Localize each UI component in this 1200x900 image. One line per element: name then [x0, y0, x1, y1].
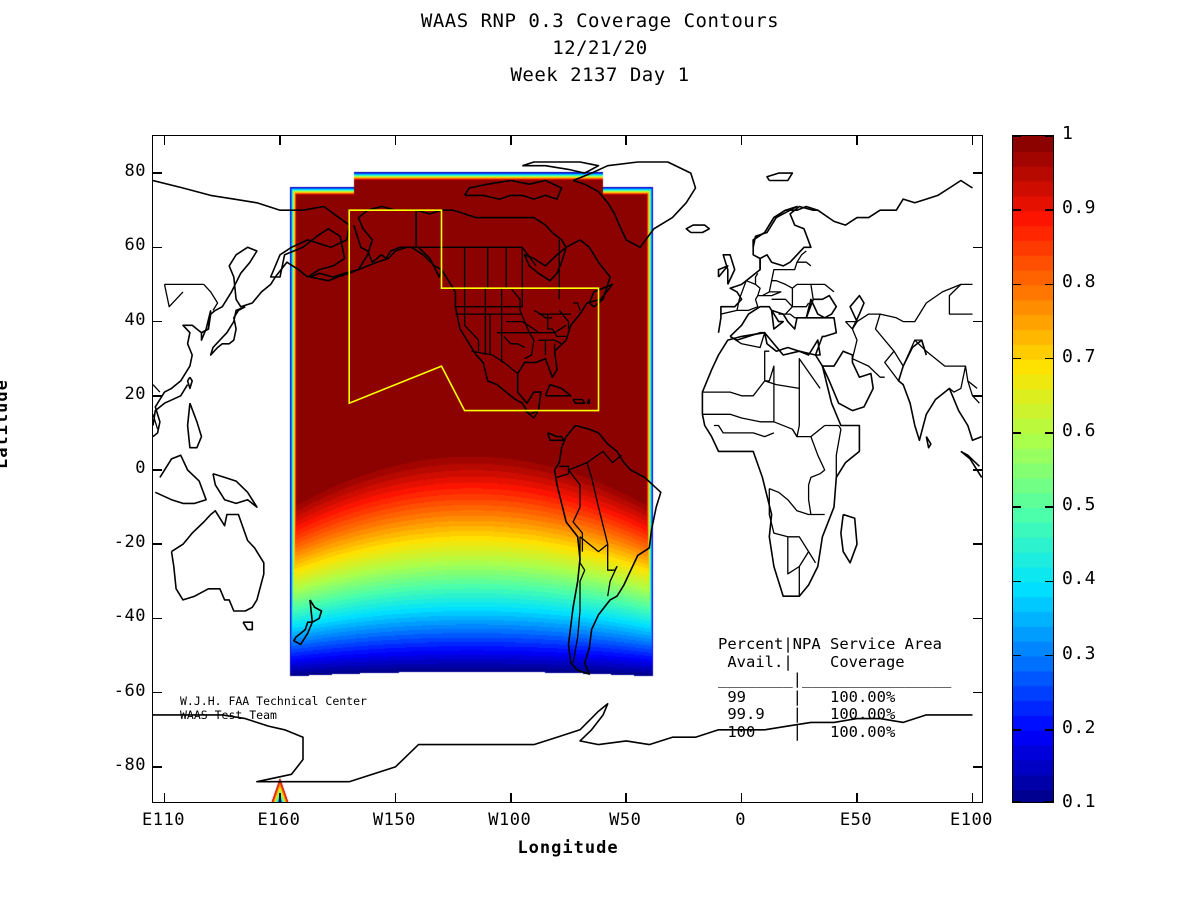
y-axis-tick-label: 0 — [135, 458, 146, 478]
y-axis-tick — [973, 691, 982, 694]
y-axis-tick — [973, 246, 982, 249]
x-axis-tick — [625, 136, 627, 145]
colorbar-tick — [1045, 506, 1053, 508]
x-axis-tick — [510, 793, 512, 802]
y-axis-tick — [153, 543, 162, 545]
x-axis-title: Longitude — [517, 838, 619, 858]
y-axis-tick — [973, 469, 982, 471]
colorbar-tick — [1013, 283, 1021, 286]
y-axis-tick-label: 20 — [124, 383, 146, 404]
npa-service-area-boundary — [348, 209, 600, 412]
colorbar-tick — [1045, 580, 1053, 583]
colorbar-tick — [1045, 357, 1053, 360]
x-axis-tick-label: E100 — [949, 810, 993, 830]
y-axis-tick-label: 40 — [124, 309, 146, 330]
colorbar-tick — [1013, 654, 1021, 657]
y-axis-tick — [153, 617, 162, 620]
x-axis-tick — [279, 793, 281, 802]
y-axis-tick — [973, 766, 982, 768]
y-axis-tick — [973, 543, 982, 545]
colorbar-tick-label: 0.2 — [1062, 716, 1097, 738]
colorbar-tick — [1013, 432, 1021, 434]
colorbar-tick — [1013, 506, 1021, 508]
y-axis-tick — [153, 320, 162, 323]
map-canvas-wrapper — [153, 136, 982, 802]
y-axis-tick — [153, 766, 162, 768]
colorbar-tick — [1013, 580, 1021, 583]
x-axis-tick — [394, 793, 397, 802]
y-axis-tick — [153, 691, 162, 694]
map-plot-area[interactable]: W.J.H. FAA Technical Center WAAS Test Te… — [152, 135, 983, 803]
colorbar-tick — [1013, 136, 1021, 137]
x-axis-tick-label: W100 — [488, 810, 532, 830]
y-axis-tick — [153, 469, 162, 471]
y-axis-title: Latitude — [0, 379, 12, 469]
x-axis-tick — [971, 136, 974, 145]
x-axis-tick — [163, 136, 166, 145]
y-axis-tick — [153, 395, 162, 397]
colorbar-tick — [1013, 209, 1021, 211]
y-axis-tick-label: 80 — [124, 161, 146, 182]
colorbar-tick — [1045, 136, 1053, 137]
x-axis-tick — [510, 136, 512, 145]
chart-title-date: 12/21/20 — [552, 37, 648, 59]
colorbar-tick-label: 0.9 — [1062, 197, 1097, 219]
y-axis-tick — [973, 395, 982, 397]
x-axis-tick — [394, 136, 397, 145]
x-axis-tick-label: E160 — [257, 810, 301, 830]
x-axis-tick — [740, 136, 743, 145]
colorbar-tick — [1045, 209, 1053, 211]
colorbar-tick-label: 0.7 — [1062, 345, 1097, 367]
y-axis-tick — [153, 172, 162, 174]
colorbar-tick — [1045, 801, 1053, 802]
x-axis-tick — [625, 793, 627, 802]
y-axis-tick — [973, 172, 982, 174]
y-axis-tick — [973, 617, 982, 620]
colorbar-tick-label: 0.4 — [1062, 568, 1097, 590]
y-axis-tick-label: -60 — [113, 680, 146, 701]
colorbar[interactable] — [1012, 135, 1054, 803]
colorbar-tick — [1013, 729, 1021, 731]
chart-title-line1: WAAS RNP 0.3 Coverage Contours — [420, 10, 780, 32]
x-axis-tick-label: W50 — [609, 810, 642, 830]
agency-watermark: W.J.H. FAA Technical Center WAAS Test Te… — [180, 694, 367, 722]
x-axis-tick — [856, 136, 858, 145]
y-axis-tick — [153, 246, 162, 249]
world-map-overlay — [153, 161, 982, 783]
colorbar-tick — [1013, 357, 1021, 360]
x-axis-tick — [279, 136, 281, 145]
colorbar-tick — [1045, 654, 1053, 657]
chart-title-week-day: Week 2137 Day 1 — [510, 64, 690, 86]
colorbar-tick — [1045, 729, 1053, 731]
x-axis-tick-label: 0 — [735, 810, 746, 830]
y-axis-tick-label: 60 — [124, 235, 146, 256]
colorbar-tick-label: 0.6 — [1062, 419, 1097, 441]
colorbar-tick-label: 0.5 — [1062, 494, 1097, 516]
x-axis-tick — [163, 793, 166, 802]
y-axis-tick-labels: 80 60 40 20 0 -20 -40 -60 -80 — [85, 0, 147, 900]
npa-coverage-table: Percent|NPA Service Area Avail.| Coverag… — [718, 635, 952, 741]
y-axis-tick-label: -40 — [113, 606, 146, 627]
colorbar-tick-label: 0.1 — [1062, 791, 1097, 812]
colorbar-tick-label: 0.8 — [1062, 271, 1097, 293]
y-axis-tick-label: -20 — [113, 532, 146, 553]
x-axis-tick — [971, 793, 974, 802]
x-axis-tick-label: E110 — [142, 810, 185, 830]
colorbar-tick-label: 1 — [1062, 123, 1074, 144]
colorbar-tick — [1045, 283, 1053, 286]
x-axis-tick-label: E50 — [839, 810, 873, 830]
colorbar-tick — [1045, 432, 1053, 434]
title-block: WAAS RNP 0.3 Coverage Contours 12/21/20 … — [0, 8, 1200, 89]
x-axis-tick — [856, 793, 858, 802]
colorbar-tick-label: 0.3 — [1062, 642, 1097, 664]
colorbar-gradient — [1013, 136, 1053, 802]
x-axis-tick-label: W150 — [372, 810, 416, 830]
x-axis-tick — [740, 793, 743, 802]
y-axis-tick — [973, 320, 982, 323]
y-axis-tick-label: -80 — [113, 754, 146, 775]
colorbar-tick — [1013, 801, 1021, 802]
